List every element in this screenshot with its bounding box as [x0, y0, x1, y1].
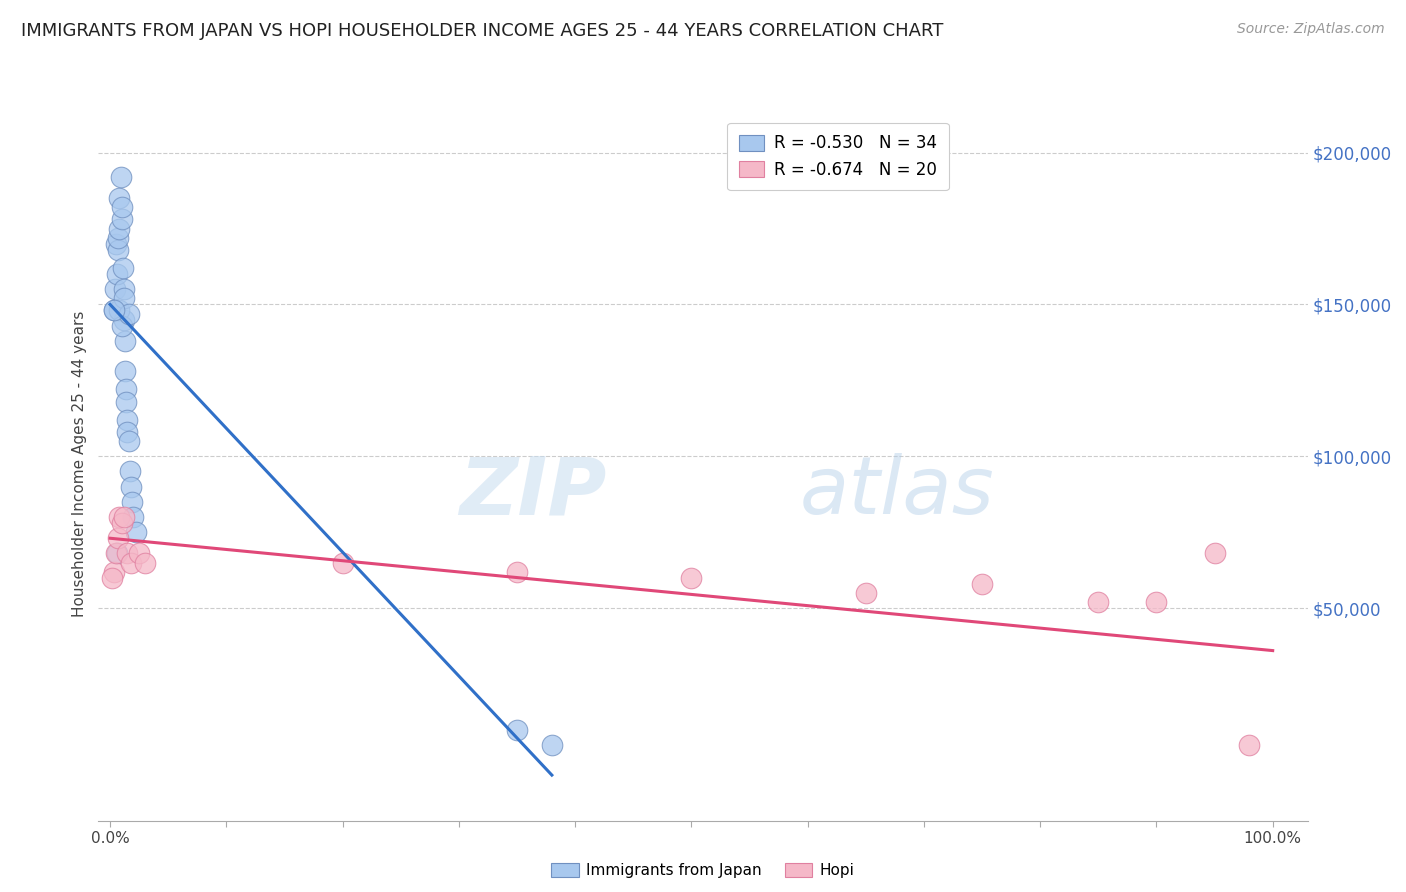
Point: [506, 723, 529, 737]
Point: [120, 556, 142, 570]
Point: [970, 576, 993, 591]
Point: [118, 434, 141, 448]
Text: IMMIGRANTS FROM JAPAN VS HOPI HOUSEHOLDER INCOME AGES 25 - 44 YEARS CORRELATION : IMMIGRANTS FROM JAPAN VS HOPI HOUSEHOLDE…: [21, 22, 943, 40]
Point: [117, 413, 139, 427]
Point: [111, 318, 134, 333]
Point: [107, 230, 129, 244]
Point: [107, 243, 129, 257]
Point: [108, 191, 131, 205]
Point: [128, 546, 150, 560]
Point: [117, 546, 139, 560]
Point: [120, 480, 142, 494]
Point: [114, 334, 136, 348]
Point: [506, 565, 529, 579]
Point: [1239, 738, 1261, 752]
Point: [108, 510, 131, 524]
Point: [124, 525, 146, 540]
Point: [104, 546, 127, 560]
Point: [107, 531, 129, 545]
Point: [540, 738, 562, 752]
Point: [855, 586, 877, 600]
Point: [1144, 595, 1167, 609]
Point: [105, 546, 128, 560]
Point: [118, 306, 141, 320]
Point: [103, 303, 125, 318]
Point: [122, 510, 145, 524]
Point: [1204, 546, 1226, 560]
Text: atlas: atlas: [800, 453, 994, 532]
Point: [111, 260, 134, 275]
Point: [101, 571, 124, 585]
Point: [134, 556, 156, 570]
Point: [1087, 595, 1109, 609]
Point: [108, 221, 131, 235]
Point: [104, 282, 127, 296]
Point: [112, 312, 135, 326]
Point: [111, 516, 134, 530]
Y-axis label: Householder Income Ages 25 - 44 years: Householder Income Ages 25 - 44 years: [72, 310, 87, 617]
Point: [112, 510, 135, 524]
Point: [117, 425, 139, 439]
Point: [118, 465, 141, 479]
Point: [114, 364, 136, 378]
Point: [110, 169, 132, 184]
Point: [681, 571, 703, 585]
Text: Source: ZipAtlas.com: Source: ZipAtlas.com: [1237, 22, 1385, 37]
Point: [115, 383, 138, 397]
Point: [112, 282, 135, 296]
Point: [332, 556, 354, 570]
Point: [104, 236, 127, 251]
Legend: R = -0.530   N = 34, R = -0.674   N = 20: R = -0.530 N = 34, R = -0.674 N = 20: [727, 122, 949, 190]
Point: [105, 267, 128, 281]
Point: [121, 495, 143, 509]
Point: [115, 394, 138, 409]
Text: ZIP: ZIP: [458, 453, 606, 532]
Point: [111, 200, 134, 214]
Point: [103, 303, 125, 318]
Point: [111, 212, 134, 227]
Point: [112, 291, 135, 305]
Point: [108, 303, 131, 318]
Point: [103, 565, 125, 579]
